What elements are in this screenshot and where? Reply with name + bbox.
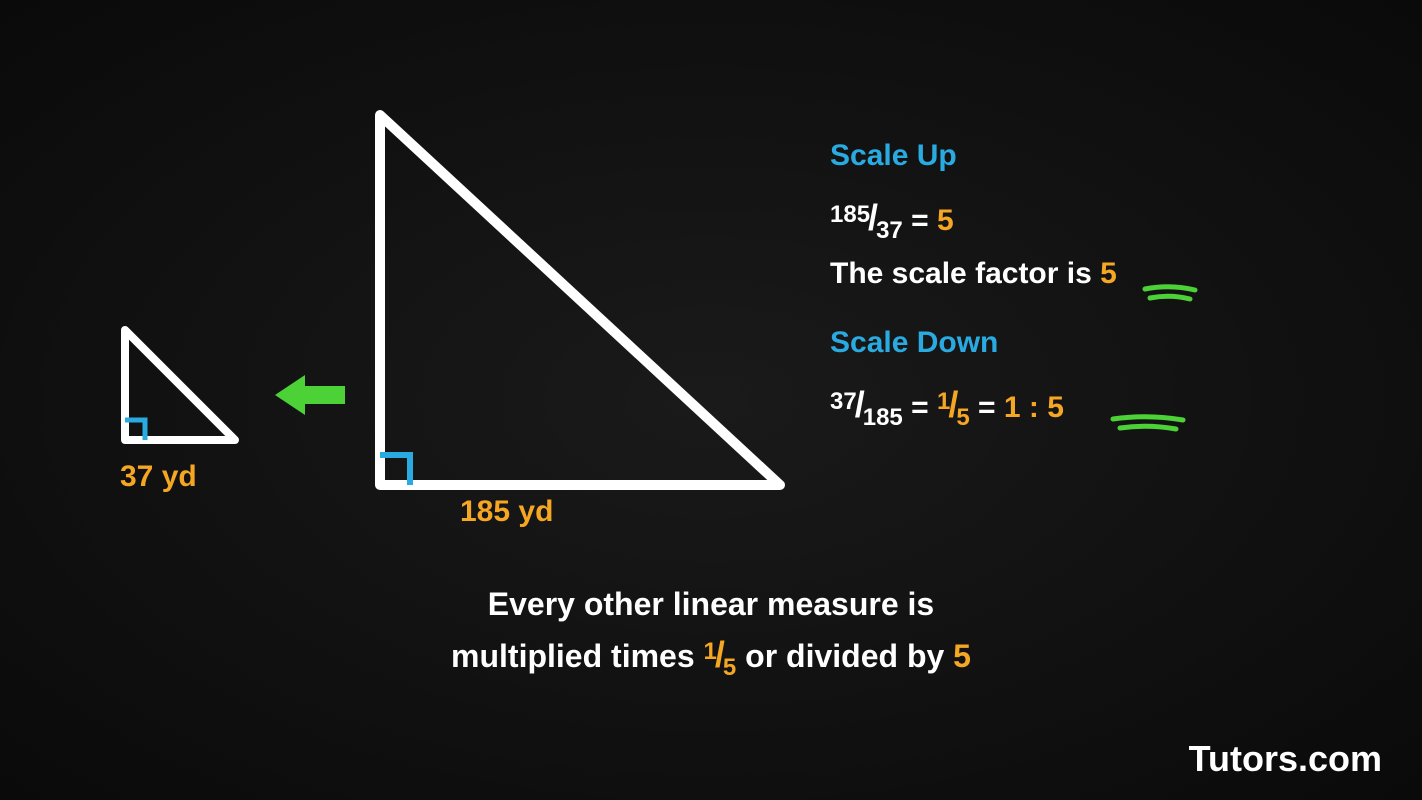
scale-up-fraction: 185/37 — [830, 187, 903, 248]
scale-down-equation: 37/185 = 1/5 = 1 : 5 — [830, 374, 1117, 435]
bottom-text-value: 5 — [953, 638, 971, 674]
bottom-text-pre: multiplied times — [451, 638, 703, 674]
equals-sign: = — [911, 391, 937, 424]
fraction-denominator: 185 — [863, 404, 903, 431]
scale-up-heading: Scale Up — [830, 130, 1117, 181]
underline-icon — [1108, 414, 1188, 434]
small-triangle-label: 37 yd — [120, 460, 197, 494]
small-triangle-shape — [125, 330, 235, 440]
scale-factor-sentence: The scale factor is 5 — [830, 248, 1117, 299]
large-triangle-label: 185 yd — [460, 495, 553, 529]
arrow-left-icon — [270, 370, 350, 420]
bottom-fraction: 1/5 — [704, 628, 737, 682]
equals-sign: = — [911, 204, 937, 237]
fraction-numerator: 37 — [830, 388, 857, 415]
fraction-denominator: 37 — [876, 217, 903, 244]
bottom-text-mid: or divided by — [736, 638, 953, 674]
fraction-denominator: 5 — [956, 404, 969, 431]
scale-down-fraction: 37/185 — [830, 374, 903, 435]
fraction-numerator: 1 — [937, 388, 950, 415]
bottom-line-1: Every other linear measure is — [0, 580, 1422, 628]
scale-up-result: 5 — [937, 204, 954, 237]
fraction-denominator: 5 — [723, 654, 736, 681]
large-triangle-shape — [380, 115, 780, 485]
scale-down-ratio: 1 : 5 — [1004, 391, 1064, 424]
small-triangle-svg — [115, 320, 245, 450]
small-triangle — [115, 320, 245, 455]
equals-sign: = — [978, 391, 1004, 424]
diagram-stage: 37 yd 185 yd Scale Up 185/37 = 5 The sca… — [0, 0, 1422, 800]
scale-factor-value: 5 — [1100, 257, 1117, 290]
brand-logo: Tutors.com — [1189, 738, 1382, 780]
scale-arrow — [270, 370, 350, 425]
large-triangle-svg — [365, 100, 795, 500]
large-triangle — [365, 100, 795, 505]
sentence-text: The scale factor is — [830, 257, 1100, 290]
scale-text-block: Scale Up 185/37 = 5 The scale factor is … — [830, 130, 1117, 435]
bottom-line-2: multiplied times 1/5 or divided by 5 — [0, 628, 1422, 682]
scale-down-result-fraction: 1/5 — [937, 374, 970, 435]
bottom-explanation: Every other linear measure is multiplied… — [0, 580, 1422, 682]
fraction-numerator: 185 — [830, 201, 870, 228]
underline-icon — [1140, 284, 1200, 304]
arrow-shape — [275, 375, 345, 415]
scale-down-heading: Scale Down — [830, 317, 1117, 368]
fraction-numerator: 1 — [704, 638, 717, 665]
scale-up-equation: 185/37 = 5 — [830, 187, 1117, 248]
